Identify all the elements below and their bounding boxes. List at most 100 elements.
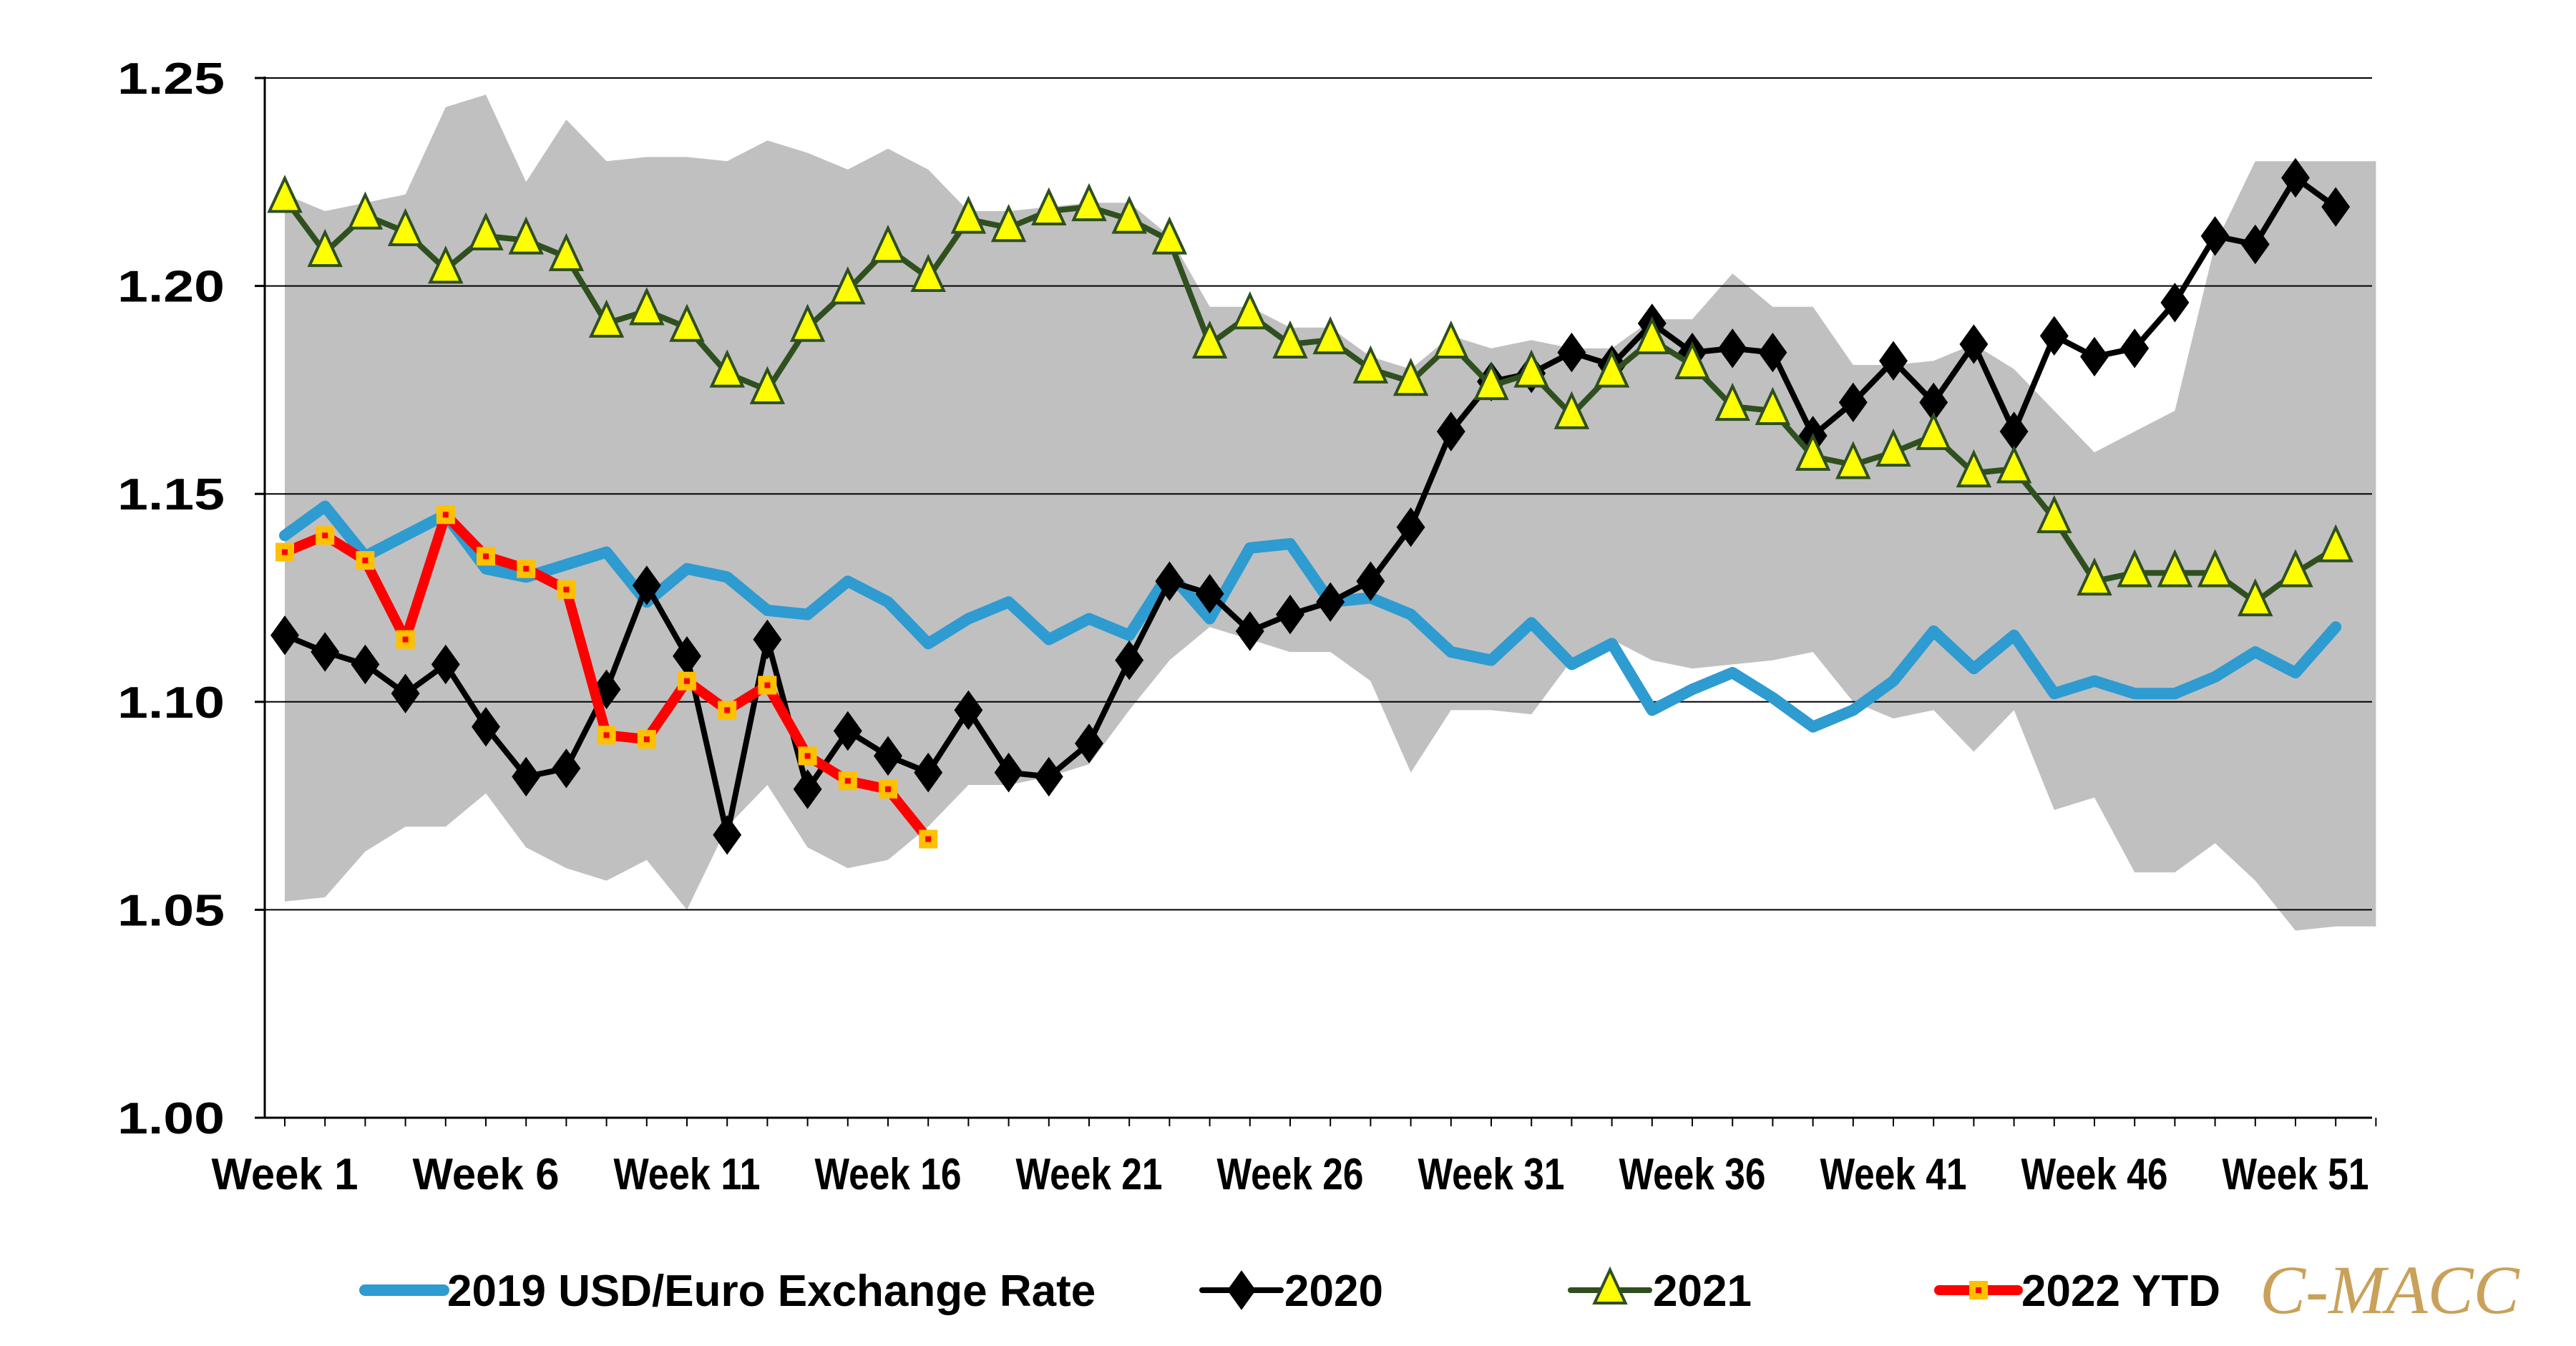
series-2021-point [267,175,303,213]
series-2021-point [548,233,585,271]
legend-item-2022: 2022 YTD [1934,1267,2220,1316]
y-tick-label: 1.25 [117,54,225,104]
series-2021-point [1031,187,1067,225]
series-2021-point [387,208,424,247]
x-tick-label: Week 46 [2021,1150,2168,1199]
series-2020-point [793,769,822,809]
series-2020-point [1557,332,1586,373]
y-tick-label: 1.20 [117,263,225,312]
legend-swatch-marker-center [1976,1287,1981,1293]
series-2020-point [2120,328,2150,369]
series-2020-point [1356,561,1385,601]
series-2021-point [1312,316,1348,355]
series-2021-point [1875,428,1911,467]
legend-swatch-marker [1227,1270,1256,1310]
series-2021-point [1755,386,1791,425]
legend-label: 2022 YTD [2021,1267,2220,1316]
series-2022-point-center [563,586,570,592]
series-2020-point [512,756,541,797]
series-2022-point-center [764,682,771,688]
series-2022-point [316,526,335,545]
x-tick-label: Week 31 [1418,1150,1565,1199]
series-2021-point [428,245,464,284]
series-2020-point [2080,336,2109,377]
series-2021-point [789,303,826,342]
series-2020-point [2160,283,2190,323]
series-2021-point [709,349,745,388]
series-2020-point [351,644,380,685]
series-2020-point [994,752,1023,793]
series-2022 [275,505,938,849]
series-2020-point [713,815,742,855]
series-2022-point-center [282,549,288,555]
y-tick-label: 1.10 [117,678,225,728]
axes [263,77,2377,1126]
series-2020-point [914,752,943,793]
series-2020-point [1034,756,1063,797]
series-2020-point [1115,640,1144,681]
series-2021-point [990,203,1027,243]
series-2020-point [1276,595,1304,635]
series-2021-point [1674,341,1710,380]
series-2022-point-center [844,778,851,784]
range-band-layer [285,94,2376,931]
series-2020-point [2240,224,2270,265]
series-2022-point-center [362,557,369,564]
y-tick-labels: 1.00 1.05 1.10 1.15 1.20 1.25 [117,54,225,1143]
series-2022-point-center [885,786,891,792]
series-2020-point [2281,157,2310,198]
series-2021-point [1433,320,1469,359]
series-2021-point [1714,382,1750,421]
series-2022-point-center [442,512,449,518]
series-2020-point [1838,382,1868,423]
series-2020-point [431,644,460,685]
series-2020-point [1155,561,1184,601]
legend-item-2020: 2020 [1199,1267,1383,1316]
series-2022-point-center [322,532,328,539]
series-2021-point [669,303,705,342]
series-2021-point [910,253,946,292]
series-2020-point [2200,216,2230,256]
series-2021-point [870,225,906,263]
series-2020-point [632,565,661,605]
series-2021-point [2238,578,2273,617]
series-2021-point [588,299,625,338]
series-2021-point [629,287,665,326]
series-2020-point [2321,187,2351,227]
series-2021-point [1996,445,2032,484]
x-tick-label: Week 36 [1619,1150,1766,1199]
series-2021-point [1634,316,1670,355]
series-2021-point [1956,449,1992,488]
x-tick-label: Week 11 [614,1150,761,1199]
series-2021-point [1916,411,1951,450]
series-2020-point [1879,341,1908,381]
series-2022-point-center [724,707,731,713]
series-2020-point [552,748,581,789]
series-2021-point [468,212,504,250]
x-tick-label: Week 41 [1820,1150,1967,1199]
series-2021-point [1352,345,1389,384]
x-tick-label: Week 51 [2223,1150,2369,1199]
series-2020-point [472,706,500,747]
series-2021-point [2077,557,2112,596]
series-2021-point [1272,320,1308,359]
series-2021-point [2278,549,2313,587]
range-band-area [285,94,2376,931]
series-2021-point [1594,349,1630,388]
series-2020-point [1758,332,1787,373]
series-2021-point [1553,391,1590,429]
series-2020-point [1718,328,1747,369]
series-2020-point [1436,411,1465,452]
series-2021-point [347,191,384,230]
series-2021-point [830,266,866,305]
series-2020-point [311,632,340,672]
series-layer [267,157,2353,855]
series-2021-point [2197,549,2233,587]
series-2022-point [396,630,415,649]
legend-swatch-marker [1592,1266,1628,1304]
series-2021-point [508,216,544,255]
series-2021-line [282,195,2339,605]
y-tick-label: 1.00 [117,1094,225,1143]
series-2022-point-center [804,753,811,759]
